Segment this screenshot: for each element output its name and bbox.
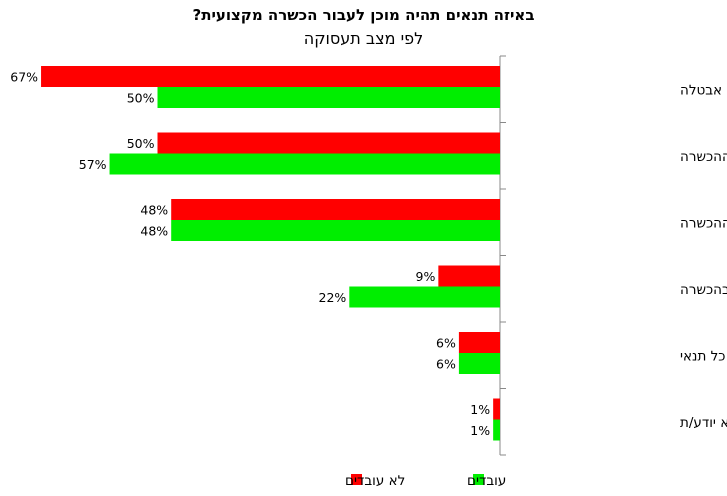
bar-not-working	[171, 199, 500, 220]
data-label: 1%	[470, 402, 490, 417]
data-label: 6%	[436, 336, 456, 351]
category-label: אפשרות בחירת תחום ההכשרה	[680, 149, 727, 165]
chart-title: באיזה תנאים תהיה מוכן לעבור הכשרה מקצועי…	[192, 6, 535, 24]
bar-working	[171, 220, 500, 241]
data-label: 50%	[127, 136, 155, 151]
legend-label: לא עובדים	[345, 473, 405, 489]
category-label: לא יודע/ת	[680, 415, 727, 431]
bar-working	[493, 419, 500, 441]
data-label: 1%	[470, 423, 490, 438]
data-label: 48%	[140, 203, 168, 218]
data-label: 9%	[416, 269, 436, 284]
bar-working	[157, 87, 500, 108]
chart-subtitle: לפי מצב תעסוקה	[303, 29, 424, 48]
data-label: 57%	[79, 157, 107, 172]
legend-swatch	[351, 474, 362, 485]
bar-not-working	[157, 132, 500, 154]
category-label: דמי קיום בגובה דמי אבטלה	[680, 82, 727, 98]
data-label: 22%	[319, 290, 347, 305]
category-label: עבודה מובטחת בתחום ההכשרה	[680, 215, 727, 231]
bar-not-working	[458, 332, 500, 353]
bar-working	[458, 353, 500, 374]
legend-swatch	[473, 474, 484, 485]
bar-working	[109, 153, 501, 175]
bar-not-working	[41, 66, 501, 87]
data-label: 67%	[10, 70, 38, 85]
bar-not-working	[438, 265, 500, 287]
category-label: מוכנים ללא כל תנאי	[680, 348, 727, 364]
data-label: 48%	[140, 224, 168, 239]
legend-label: עובדים	[467, 473, 506, 489]
data-label: 50%	[127, 91, 155, 106]
category-label: מעורבות מעסיק בהכשרה	[680, 282, 727, 298]
data-label: 6%	[436, 357, 456, 372]
bar-working	[349, 286, 500, 308]
bar-not-working	[493, 398, 500, 420]
